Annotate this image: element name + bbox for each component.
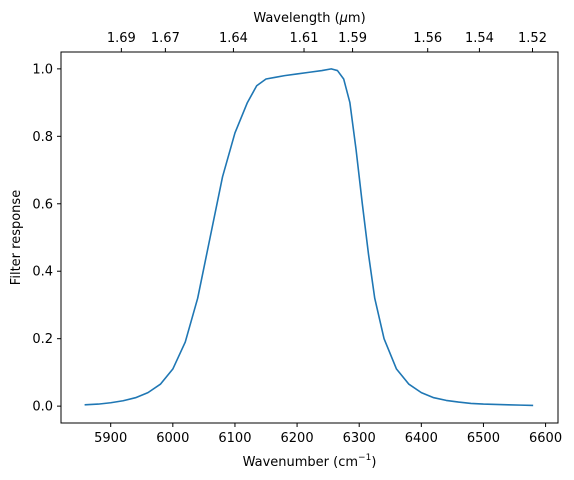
y-tick-label: 1.0 bbox=[32, 62, 53, 77]
y-tick-label: 0.0 bbox=[32, 400, 53, 415]
top-tick-label: 1.61 bbox=[290, 31, 319, 46]
x-tick-label: 6600 bbox=[529, 431, 562, 446]
top-x-ticks: 1.69 1.67 1.64 1.61 1.59 1.56 1.54 1.52 bbox=[107, 31, 547, 52]
x-tick-label: 5900 bbox=[94, 431, 127, 446]
x-tick-label: 6200 bbox=[281, 431, 314, 446]
y-tick-label: 0.8 bbox=[32, 130, 53, 145]
x-axis-label-superscript: −1 bbox=[358, 453, 371, 463]
filter-response-line bbox=[84, 68, 534, 407]
top-tick-label: 1.54 bbox=[465, 31, 494, 46]
bottom-x-ticks: 5900 6000 6100 6200 6300 6400 6500 6600 bbox=[94, 423, 562, 446]
y-ticks: 0.0 0.2 0.4 0.6 0.8 1.0 bbox=[32, 62, 61, 415]
x-axis-label: Wavenumber (cm−1) bbox=[243, 453, 377, 470]
x-tick-label: 6000 bbox=[156, 431, 189, 446]
top-axis-label-mu: μ bbox=[339, 11, 348, 26]
y-axis-label: Filter response bbox=[9, 190, 24, 285]
top-axis-label: Wavelength (μm) bbox=[253, 11, 365, 26]
y-tick-label: 0.6 bbox=[32, 197, 53, 212]
x-axis-label-main: Wavenumber (cm bbox=[243, 455, 358, 470]
top-tick-label: 1.56 bbox=[413, 31, 442, 46]
top-tick-label: 1.52 bbox=[518, 31, 547, 46]
x-tick-label: 6500 bbox=[467, 431, 500, 446]
top-tick-label: 1.64 bbox=[219, 31, 248, 46]
top-axis-label-prefix: Wavelength ( bbox=[253, 11, 339, 26]
x-tick-label: 6300 bbox=[343, 431, 376, 446]
x-tick-label: 6400 bbox=[405, 431, 438, 446]
top-tick-label: 1.69 bbox=[107, 31, 136, 46]
top-axis-label-suffix: m) bbox=[348, 11, 366, 26]
x-tick-label: 6100 bbox=[218, 431, 251, 446]
top-tick-label: 1.67 bbox=[151, 31, 180, 46]
plot-frame bbox=[60, 51, 559, 424]
top-tick-label: 1.59 bbox=[338, 31, 367, 46]
y-tick-label: 0.2 bbox=[32, 332, 53, 347]
y-tick-label: 0.4 bbox=[32, 265, 53, 280]
x-axis-label-end: ) bbox=[371, 455, 376, 470]
